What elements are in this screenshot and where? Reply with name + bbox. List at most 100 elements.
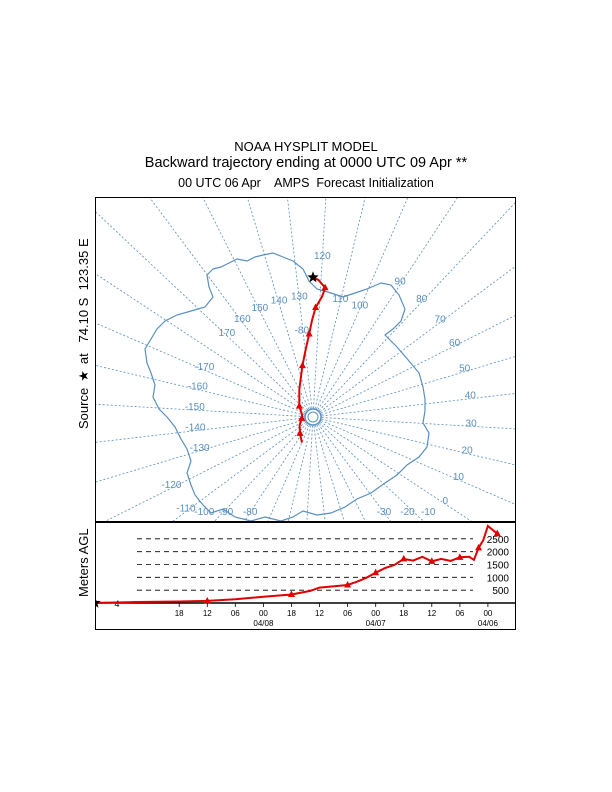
longitude-label: 140 (271, 296, 288, 307)
x-tick-label: 18 (175, 609, 184, 618)
longitude-label: 170 (219, 328, 236, 339)
longitude-label: -100 (194, 507, 214, 518)
meridian-line (321, 392, 516, 417)
trajectory-point (296, 429, 304, 436)
pole-ring-inner (307, 411, 319, 423)
meridian-line (319, 422, 425, 522)
chart-title: NOAA HYSPLIT MODEL (234, 139, 378, 154)
meridian-line (95, 364, 305, 416)
profile-source-star (95, 596, 101, 608)
longitude-label: 130 (291, 291, 308, 302)
map-frame (95, 197, 516, 522)
x-tick-label: 06 (455, 609, 464, 618)
date-label: 04/07 (366, 619, 387, 628)
profile-point (493, 529, 501, 537)
longitude-label: 80 (416, 294, 428, 305)
source-label-coords: at 74.10 S 123.35 E (76, 238, 91, 365)
longitude-label: -150 (185, 402, 205, 413)
source-label-prefix: Source (76, 387, 91, 429)
longitude-label: -80 (243, 507, 258, 518)
trajectory-point (298, 414, 306, 421)
date-label: 04/08 (253, 619, 274, 628)
longitude-label: -140 (185, 423, 205, 434)
meridian-line (95, 417, 305, 443)
x-tick-label: 18 (399, 609, 408, 618)
meridian-line (102, 420, 306, 522)
longitude-label: -130 (190, 443, 210, 454)
y-tick-label: 1500 (487, 561, 510, 572)
longitude-label: 110 (332, 294, 348, 305)
trajectory-point (305, 329, 313, 337)
longitude-label: 30 (466, 418, 478, 429)
profile-point (456, 553, 464, 560)
meridian-line (321, 417, 516, 430)
profile-point (475, 543, 483, 551)
longitude-label: -90 (219, 507, 234, 518)
meridian-line (321, 418, 516, 466)
meridian-line (317, 197, 459, 410)
meridian-line (246, 197, 311, 409)
profile-point (287, 590, 295, 598)
profile-point (203, 596, 211, 604)
meridian-line (313, 425, 326, 522)
longitude-label: 40 (465, 391, 477, 402)
chart-subtitle: Backward trajectory ending at 0000 UTC 0… (144, 155, 468, 171)
chart-info-line: 00 UTC 06 Apr AMPS Forecast Initializati… (178, 176, 434, 190)
trajectory-map: 708090100110120130140150160170-170-160-1… (95, 197, 516, 522)
meridian-line (317, 423, 392, 522)
profile-point (344, 581, 352, 588)
profile-point (372, 568, 380, 576)
x-tick-label: 06 (231, 609, 240, 618)
longitude-label: 160 (234, 314, 251, 325)
longitude-label: 20 (462, 446, 474, 457)
meridian-line (314, 197, 366, 409)
y-tick-label: 1000 (487, 573, 510, 584)
map-graticule-labels: 708090100110120130140150160170-170-160-1… (161, 251, 477, 518)
meridian-line (95, 403, 305, 417)
longitude-label: 70 (435, 315, 447, 326)
longitude-label: -120 (161, 480, 181, 491)
map-graticule (95, 197, 516, 522)
longitude-label: 60 (449, 338, 461, 349)
meridian-line (319, 265, 516, 413)
meridian-line (95, 322, 306, 414)
meridian-line (320, 420, 516, 506)
meridian-line (313, 197, 327, 409)
meridian-line (95, 273, 306, 413)
longitude-label: -160 (188, 382, 208, 393)
longitude-label: 90 (395, 277, 407, 288)
longitude-label: 10 (453, 472, 465, 483)
longitude-label: 120 (314, 251, 331, 262)
meridian-line (95, 419, 305, 483)
profile-point (400, 554, 408, 562)
x-tick-label: 00 (371, 609, 380, 618)
y-tick-label: 2500 (487, 535, 510, 546)
meridian-line (320, 421, 474, 522)
longitude-label: -10 (421, 507, 436, 518)
meridian-line (286, 197, 313, 409)
longitude-label: 0 (443, 496, 449, 507)
x-tick-label: 00 (483, 609, 492, 618)
trajectory-point (298, 361, 306, 369)
trajectory-point (312, 303, 320, 311)
meridian-line (321, 355, 516, 415)
trajectory-point (295, 402, 303, 409)
profile-ylabel: Meters AGL (76, 528, 91, 597)
longitude-label: 100 (352, 300, 369, 311)
antarctic-coastline (144, 252, 430, 522)
source-star-marker (307, 271, 319, 283)
x-tick-label: 18 (287, 609, 296, 618)
longitude-label: -20 (400, 507, 415, 518)
longitude-label: 150 (252, 303, 269, 314)
x-tick-label: 12 (315, 609, 324, 618)
meridian-line (316, 197, 409, 410)
meridian-line (148, 197, 309, 411)
longitude-label: 50 (459, 364, 471, 375)
x-tick-label: 12 (203, 609, 212, 618)
latitude-label: -80 (295, 326, 310, 337)
profile-trajectory (95, 524, 501, 608)
meridian-line (318, 201, 516, 411)
longitude-label: -110 (176, 504, 196, 515)
